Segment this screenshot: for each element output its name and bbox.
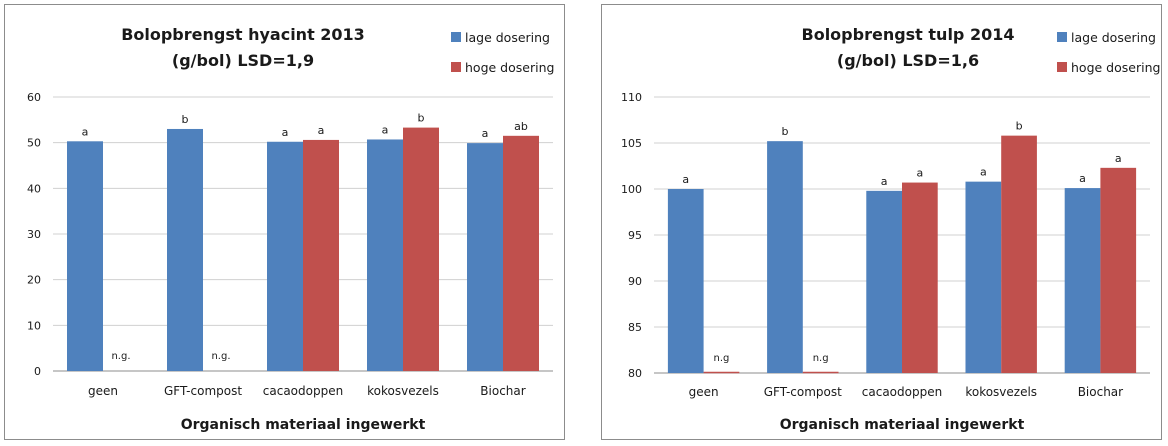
- y-tick-label: 110: [621, 91, 642, 104]
- significance-label: a: [881, 175, 888, 188]
- y-tick-label: 10: [27, 319, 41, 332]
- x-tick-label: cacaodoppen: [263, 384, 343, 398]
- y-tick-label: 80: [628, 367, 642, 380]
- significance-label: a: [980, 166, 987, 179]
- y-tick-label: 30: [27, 228, 41, 241]
- y-tick-label: 20: [27, 274, 41, 287]
- y-tick-label: 60: [27, 91, 41, 104]
- y-tick-label: 95: [628, 229, 642, 242]
- x-tick-label: kokosvezels: [367, 384, 439, 398]
- y-tick-label: 40: [27, 182, 41, 195]
- legend-label-2: hoge dosering: [465, 60, 554, 75]
- significance-label: a: [382, 123, 389, 136]
- y-tick-label: 100: [621, 183, 642, 196]
- legend-swatch-2: [451, 62, 461, 72]
- legend-swatch-2: [1057, 62, 1067, 72]
- significance-label: b: [1016, 120, 1023, 133]
- significance-label: a: [1115, 152, 1122, 165]
- significance-label: b: [418, 112, 425, 125]
- bar: [965, 181, 1002, 373]
- not-measured-label: n.g.: [111, 351, 130, 362]
- chart-panel-tulp: Bolopbrengst tulp 2014 (g/bol) LSD=1,6 lag…: [601, 4, 1162, 440]
- chart-hyacint: Bolopbrengst hyacint 2013 (g/bol) LSD=1,9…: [27, 25, 554, 433]
- bar: [866, 190, 902, 373]
- bar: [1001, 135, 1037, 373]
- x-tick-label: Biochar: [1078, 385, 1123, 399]
- chart-panel-hyacint: Bolopbrengst hyacint 2013 (g/bol) LSD=1,9…: [4, 4, 565, 440]
- not-measured-label: n.g.: [211, 351, 230, 362]
- significance-label: a: [318, 124, 325, 137]
- chart-title-line-1: Bolopbrengst tulp 2014: [802, 25, 1015, 44]
- x-tick-label: GFT-compost: [764, 385, 842, 399]
- x-tick-label: kokosvezels: [965, 385, 1037, 399]
- significance-label: a: [82, 125, 89, 138]
- legend-swatch-1: [451, 32, 461, 42]
- bar: [902, 182, 938, 373]
- significance-label: a: [282, 126, 289, 139]
- x-tick-label: geen: [689, 385, 719, 399]
- y-tick-label: 85: [628, 321, 642, 334]
- significance-label: a: [682, 173, 689, 186]
- bar: [403, 127, 439, 371]
- significance-label: a: [916, 167, 923, 180]
- x-tick-label: GFT-compost: [164, 384, 242, 398]
- bar: [267, 141, 303, 371]
- legend-label-1: lage dosering: [465, 30, 550, 45]
- significance-label: a: [482, 127, 489, 140]
- bar: [467, 143, 503, 371]
- chart-tulp: Bolopbrengst tulp 2014 (g/bol) LSD=1,6 lag…: [621, 25, 1160, 433]
- chart-title-line-2: (g/bol) LSD=1,9: [172, 51, 314, 70]
- legend-label-1: lage dosering: [1071, 30, 1156, 45]
- bar: [367, 139, 403, 371]
- x-tick-label: geen: [88, 384, 118, 398]
- not-measured-label: n.g: [714, 353, 730, 364]
- x-axis-title: Organisch materiaal ingewerkt: [181, 417, 426, 433]
- bar: [503, 135, 539, 371]
- bar: [303, 139, 339, 371]
- bar: [167, 128, 203, 371]
- bar: [667, 189, 704, 373]
- y-tick-label: 90: [628, 275, 642, 288]
- chart-title-line-2: (g/bol) LSD=1,6: [837, 51, 979, 70]
- significance-label: a: [1079, 172, 1086, 185]
- legend-swatch-1: [1057, 32, 1067, 42]
- significance-label: b: [182, 113, 189, 126]
- legend-label-2: hoge dosering: [1071, 60, 1160, 75]
- x-tick-label: cacaodoppen: [862, 385, 942, 399]
- y-tick-label: 105: [621, 137, 642, 150]
- chart-title-line-1: Bolopbrengst hyacint 2013: [121, 25, 365, 44]
- bar: [1100, 167, 1137, 373]
- significance-label: ab: [514, 120, 528, 133]
- not-measured-label: n.g: [813, 353, 829, 364]
- bar: [67, 141, 103, 371]
- bar: [767, 141, 803, 373]
- x-tick-label: Biochar: [480, 384, 525, 398]
- bar: [1064, 188, 1101, 373]
- x-axis-title: Organisch materiaal ingewerkt: [780, 417, 1025, 433]
- significance-label: b: [781, 125, 788, 138]
- y-tick-label: 50: [27, 137, 41, 150]
- y-tick-label: 0: [34, 365, 41, 378]
